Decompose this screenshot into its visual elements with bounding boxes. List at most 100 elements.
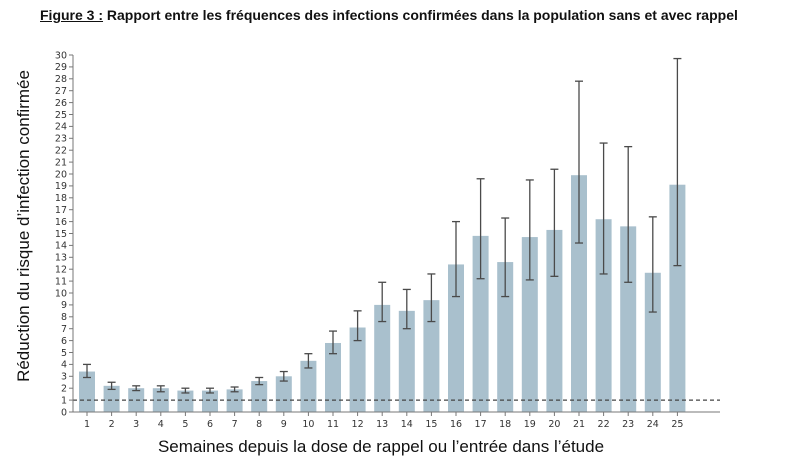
y-tick-label: 22 [55,146,67,157]
bar-week-23 [620,226,637,412]
x-tick-label: 1 [84,419,90,430]
y-tick-label: 20 [55,169,67,180]
y-tick-label: 27 [55,86,67,97]
x-axis-label: Semaines depuis la dose de rappel ou l’e… [158,437,604,456]
x-tick-label: 3 [133,419,139,430]
x-tick-label: 2 [109,419,115,430]
error-bar-week-24 [648,216,657,313]
y-tick-label: 25 [55,110,67,121]
error-bar-week-5 [181,387,190,394]
y-tick-label: 16 [55,217,67,228]
error-bar-week-8 [255,376,264,386]
bar-week-11 [325,342,341,412]
bar-week-10 [300,360,317,412]
y-tick-label: 13 [55,253,67,264]
error-bar-week-25 [673,57,682,267]
error-bar-week-3 [132,385,141,392]
bar-week-5 [177,390,194,412]
error-bar-week-15 [427,273,436,323]
error-bar-week-2 [107,381,116,391]
bar-week-24 [644,272,661,412]
y-tick-label: 2 [61,384,67,395]
bar-week-18 [497,262,514,412]
y-tick-label: 14 [55,241,67,252]
y-axis-label: Réduction du risque d’infection confirmé… [14,70,33,382]
figure-caption: Rapport entre les fréquences des infecti… [103,7,738,23]
x-tick-label: 13 [376,419,388,430]
y-tick-label: 30 [55,50,67,61]
error-bar-week-22 [599,142,608,275]
x-tick-label: 9 [281,419,287,430]
y-tick-label: 11 [55,276,67,287]
y-tick-label: 5 [61,348,67,359]
bar-week-21 [571,175,587,412]
x-tick-label: 10 [302,419,314,430]
bar-week-17 [472,235,489,412]
error-bar-week-9 [279,370,288,382]
x-tick-label: 14 [401,419,413,430]
error-bar-week-14 [402,288,411,330]
bar-week-1 [79,371,95,412]
bar-week-19 [521,237,538,412]
x-tick-label: 6 [207,419,213,430]
bar-week-2 [103,385,120,412]
x-tick-label: 21 [573,419,585,430]
figure-title: Figure 3 : Rapport entre les fréquences … [40,7,800,23]
x-tick-label: 16 [450,419,462,430]
x-tick-label: 5 [182,419,188,430]
y-tick-label: 28 [55,74,67,85]
bar-week-12 [349,327,366,412]
bar-week-20 [546,229,563,412]
x-tick-label: 8 [256,419,262,430]
y-tick-label: 4 [61,360,67,371]
y-tick-label: 26 [55,98,67,109]
bar-week-22 [595,219,612,412]
error-bar-week-10 [304,353,313,369]
x-tick-label: 4 [158,419,164,430]
error-bar-week-18 [501,217,510,298]
error-bar-week-23 [624,145,633,283]
y-tick-label: 1 [61,395,67,406]
bar-week-8 [251,381,268,412]
y-tick-label: 7 [61,324,67,335]
y-tick-label: 23 [55,134,67,145]
bar-week-14 [398,310,415,412]
y-tick-label: 10 [55,288,67,299]
error-bar-week-13 [378,281,387,323]
bar-week-16 [448,264,464,412]
figure-number: Figure 3 : [40,7,104,23]
error-bar-week-1 [83,363,91,379]
error-bar-week-4 [156,385,165,393]
y-tick-label: 0 [61,407,67,418]
error-bar-week-21 [575,80,583,244]
error-bar-week-16 [452,220,460,298]
bar-week-15 [423,300,440,412]
y-tick-label: 6 [61,336,67,347]
bar-week-6 [202,390,218,412]
x-tick-label: 24 [647,419,659,430]
error-bar-week-12 [353,310,362,342]
bar-week-13 [374,304,391,412]
x-tick-label: 22 [598,419,610,430]
error-bars-layer [83,57,682,394]
x-tick-label: 12 [352,419,364,430]
y-tick-label: 15 [55,229,67,240]
y-tick-label: 19 [55,181,67,192]
x-tick-label: 23 [622,419,634,430]
x-tick-label: 25 [671,419,683,430]
x-tick-label: 7 [232,419,238,430]
error-bar-week-20 [550,168,559,277]
x-tick-label: 18 [499,419,511,430]
error-bar-week-19 [525,179,534,281]
bar-week-9 [275,376,292,412]
x-tick-label: 20 [548,419,560,430]
error-bar-week-6 [206,387,214,394]
y-tick-label: 12 [55,265,67,276]
x-tick-label: 19 [524,419,536,430]
y-tick-label: 21 [55,157,67,168]
error-bar-week-11 [329,330,337,355]
x-tick-label: 17 [475,419,487,430]
error-bar-week-7 [230,386,239,393]
x-tick-label: 15 [425,419,437,430]
